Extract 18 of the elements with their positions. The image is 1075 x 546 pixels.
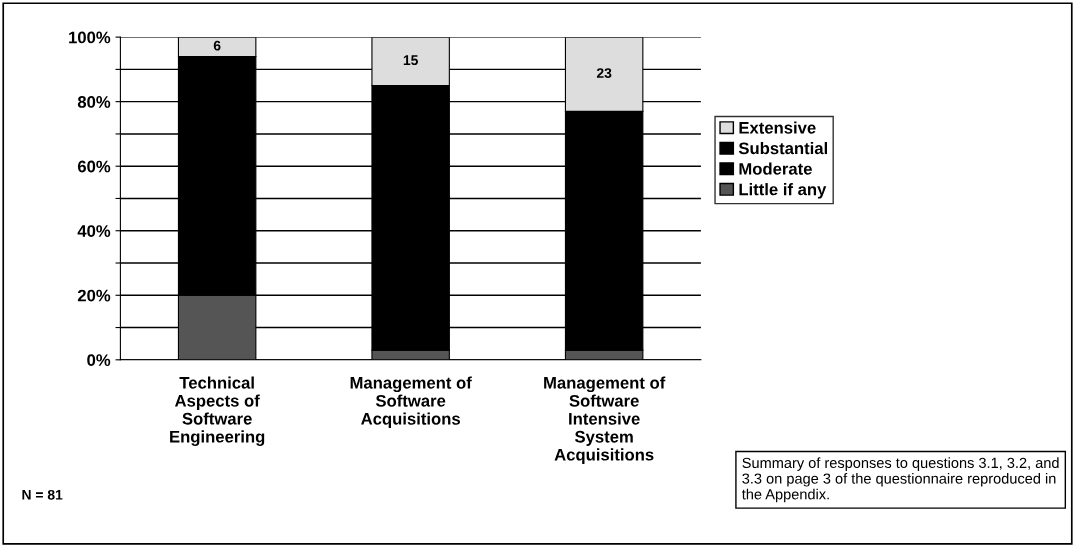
x-tick-label: Management of Software Intensive System Acquisitions — [544, 376, 666, 464]
data-label: 23 — [596, 68, 612, 78]
legend-label: Substantial — [738, 141, 828, 155]
x-tick-label: Management of Software Acquisitions — [350, 376, 472, 428]
y-tick-label: 40% — [77, 225, 111, 237]
legend-label: Extensive — [739, 121, 816, 134]
y-tick-label: 80% — [77, 96, 111, 108]
data-label: 6 — [213, 40, 221, 51]
legend-label: Moderate — [739, 162, 812, 175]
y-tick-label: 20% — [77, 289, 111, 302]
text: N = 81 — [22, 489, 63, 500]
x-tick-label: Technical Aspects of Software Engineering — [170, 376, 265, 446]
text: Summary of responses to questions 3.1, 3.2, and 3.3 on page 3 of the questionnaire reproduced in the Appendix. — [741, 457, 1059, 503]
y-tick-label: 0% — [87, 354, 111, 367]
y-tick-label: 100% — [69, 31, 111, 44]
y-tick-label: 60% — [77, 160, 111, 173]
legend-label: Little if any — [739, 183, 827, 199]
data-label: 15 — [403, 55, 418, 66]
